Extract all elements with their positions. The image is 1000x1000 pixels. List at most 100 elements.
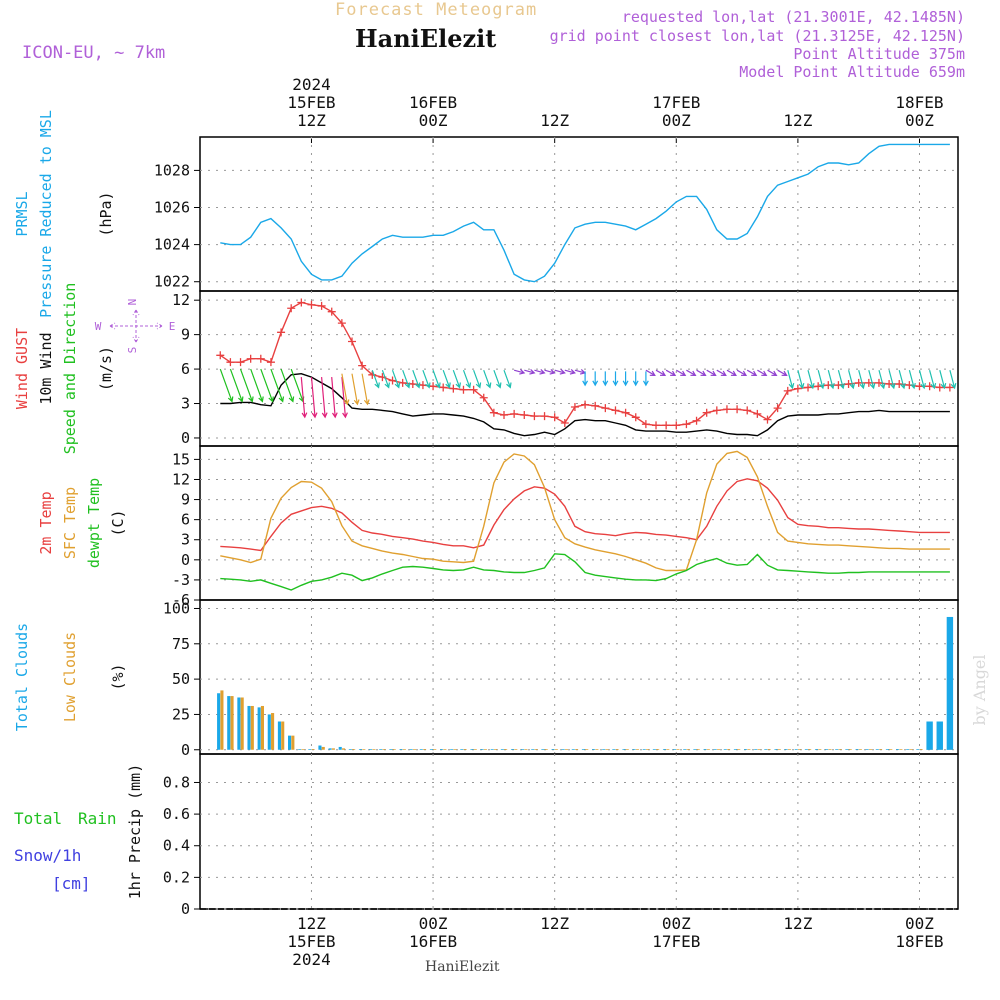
cloud-bar xyxy=(277,721,281,750)
temp-axis-title: (C) xyxy=(109,509,127,536)
cloud-bar xyxy=(848,749,852,750)
wind-direction-arrow xyxy=(726,369,737,377)
cloud-bar xyxy=(909,749,913,750)
precip-frame xyxy=(199,753,959,910)
wind-direction-arrow xyxy=(503,369,512,389)
cloud-bar xyxy=(784,749,788,750)
clouds-ytick-label: 75 xyxy=(172,635,190,653)
cloud-bar xyxy=(889,749,893,750)
wind-axis-title: (m/s) xyxy=(97,346,115,391)
cloud-bar xyxy=(754,749,758,750)
cloud-bar xyxy=(399,749,403,750)
top-time-label: 16FEB xyxy=(409,93,457,112)
gust-marker xyxy=(307,300,316,309)
wind-direction-arrow xyxy=(939,370,947,390)
cloud-bar xyxy=(260,705,265,750)
top-time-label: 00Z xyxy=(419,111,448,130)
wind-direction-arrow xyxy=(422,369,431,389)
gust-marker xyxy=(702,408,711,417)
wind-direction-arrow xyxy=(564,368,576,375)
watermark: by Angel xyxy=(970,654,989,725)
gust-marker xyxy=(854,378,863,387)
gust-marker xyxy=(753,409,762,418)
gust-marker xyxy=(804,383,813,392)
cloud-bar xyxy=(858,749,862,750)
wind-direction-arrow xyxy=(817,370,825,390)
cloud-bar xyxy=(483,749,487,750)
gust-marker xyxy=(631,413,640,422)
wind-direction-arrow xyxy=(493,369,502,389)
cloud-bar xyxy=(723,749,727,750)
cloud-bar xyxy=(564,749,569,750)
cloud-bar xyxy=(338,746,342,750)
cloud-bar xyxy=(460,749,464,750)
gust-marker xyxy=(672,421,681,430)
bottom-time-label: 17FEB xyxy=(652,932,700,951)
gust-marker xyxy=(611,406,620,415)
cloud-bar xyxy=(686,749,690,750)
wind-direction-arrow xyxy=(716,369,727,377)
wind-direction-arrow xyxy=(371,369,380,389)
cloud-bar xyxy=(230,696,234,750)
temp-ytick-label: 9 xyxy=(181,491,190,509)
gust-marker xyxy=(277,328,286,337)
gust-marker xyxy=(895,380,904,388)
gust-marker xyxy=(500,411,509,419)
total-cloud-bar-late xyxy=(926,721,933,750)
gust-marker xyxy=(479,393,488,402)
cloud-bar xyxy=(480,749,484,750)
cloud-bar xyxy=(899,749,903,750)
gust-marker xyxy=(682,420,691,429)
cloud-bar xyxy=(362,749,366,750)
cloud-bar xyxy=(240,697,244,750)
cloud-bar xyxy=(706,749,710,750)
wind-direction-arrow xyxy=(239,368,254,403)
footer-location: HaniElezit xyxy=(425,959,500,975)
cloud-bar xyxy=(291,735,295,750)
wind-direction-arrow xyxy=(848,370,856,390)
gust-marker xyxy=(418,381,427,390)
cloud-bar xyxy=(585,749,589,750)
gust-marker xyxy=(236,358,245,367)
cloud-bar xyxy=(666,749,670,750)
gust-marker xyxy=(287,304,296,313)
pressure-ytick-label: 1028 xyxy=(154,161,190,179)
cloud-bar xyxy=(814,749,819,750)
gust-marker xyxy=(743,406,752,415)
total-cloud-bar-late xyxy=(946,616,954,750)
cloud-bar xyxy=(554,749,558,750)
wind-direction-arrow xyxy=(696,369,707,377)
cloud-bar xyxy=(470,749,474,750)
wind-direction-arrow xyxy=(592,371,599,387)
cloud-bar xyxy=(389,749,393,750)
gust-marker xyxy=(297,298,306,307)
wind-direction-arrow xyxy=(797,370,805,390)
cloud-bar xyxy=(656,749,660,750)
model-altitude: Model Point Altitude 659m xyxy=(739,63,965,81)
cloud-bar xyxy=(808,749,812,750)
top-time-label: 00Z xyxy=(662,111,691,130)
wind-axis-title: Wind GUST xyxy=(13,328,31,409)
cloud-bar xyxy=(727,749,731,750)
wind-axis-title: Speed and Direction xyxy=(61,283,79,455)
model-name: ICON-EU, ~ 7km xyxy=(22,43,166,63)
cloud-bar xyxy=(409,749,413,750)
wind-direction-arrow xyxy=(898,370,906,390)
dewpt-temp-line xyxy=(220,553,950,591)
cloud-bar xyxy=(625,749,629,750)
wind-direction-arrow xyxy=(341,377,348,419)
cloud-bar xyxy=(392,749,396,750)
bottom-time-label: 12Z xyxy=(540,914,569,933)
cloud-bar xyxy=(220,690,224,750)
meteogram-title: Forecast Meteogram xyxy=(335,0,538,20)
compass-south-label: S xyxy=(126,347,139,354)
cloud-bar xyxy=(744,749,748,750)
temp-ytick-label: -3 xyxy=(172,571,190,589)
pressure-panel: 1022 1024 1026 1028 PRMSL Pressure Reduced to… xyxy=(13,110,959,318)
cloud-bar xyxy=(652,749,656,750)
cloud-bar xyxy=(868,749,873,750)
cloud-bar xyxy=(571,749,575,750)
cloud-bar xyxy=(402,749,406,750)
wind-compass-icon xyxy=(109,309,163,343)
cloud-bar xyxy=(919,749,923,750)
